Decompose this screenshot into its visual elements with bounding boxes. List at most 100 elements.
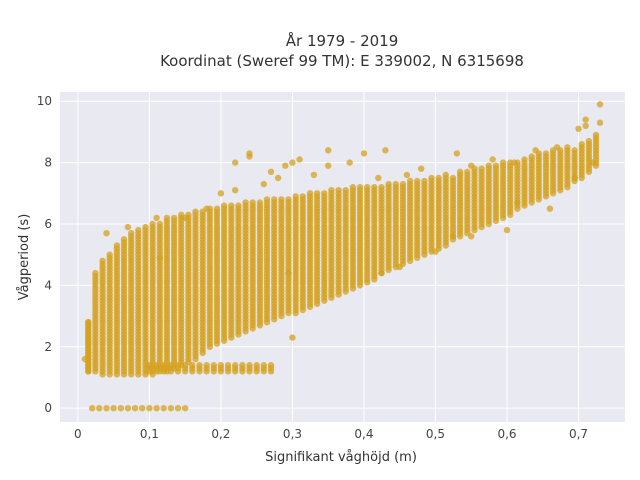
data-point	[564, 144, 571, 151]
data-point-outlier	[296, 156, 303, 163]
data-point	[271, 196, 278, 203]
data-point	[285, 196, 292, 203]
data-point-low	[160, 362, 167, 369]
data-point	[585, 137, 593, 145]
data-point	[356, 184, 364, 191]
chart-title-line-2: Koordinat (Sweref 99 TM): E 339002, N 63…	[160, 52, 524, 70]
y-tick-label: 0	[44, 401, 52, 415]
data-point	[292, 193, 299, 200]
data-point-zero	[117, 405, 125, 412]
y-tick-labels: 0 2 4 6 8 10	[37, 94, 52, 415]
data-point-outlier	[232, 159, 239, 166]
data-point	[392, 180, 399, 188]
data-point	[106, 251, 113, 258]
data-point-outlier	[260, 180, 267, 188]
x-tick-label: 0,4	[354, 427, 373, 441]
data-point	[213, 205, 221, 212]
data-point-outlier	[346, 159, 353, 166]
data-point	[521, 156, 528, 163]
data-point-outlier	[418, 165, 425, 172]
data-point	[542, 150, 550, 157]
data-point	[163, 214, 171, 222]
data-point	[328, 187, 335, 194]
data-point	[220, 202, 228, 209]
data-point-low	[153, 362, 160, 369]
data-point	[335, 187, 342, 194]
data-point	[428, 174, 435, 182]
data-point-outlier	[468, 162, 475, 169]
data-point-outlier	[267, 168, 275, 175]
data-point-outlier	[246, 150, 253, 157]
data-point-outlier	[596, 119, 604, 126]
data-point-outlier	[553, 144, 561, 151]
data-point-outlier	[503, 226, 511, 234]
data-point	[378, 184, 385, 191]
data-point	[421, 177, 428, 185]
data-point-outlier	[589, 159, 596, 166]
data-point-low	[203, 362, 210, 369]
data-point-outlier	[103, 230, 110, 237]
data-point-outlier	[575, 125, 582, 132]
data-point	[406, 177, 414, 185]
data-point	[170, 214, 178, 222]
data-point-outlier	[596, 101, 604, 108]
y-tick-label: 2	[44, 340, 52, 354]
data-point-zero	[146, 405, 153, 412]
data-point	[478, 165, 485, 172]
data-point	[142, 223, 149, 231]
data-point-outlier	[453, 150, 461, 157]
data-point-low	[232, 362, 239, 369]
data-point	[128, 230, 135, 237]
data-point	[528, 153, 535, 160]
y-axis-label: Vågperiod (s)	[17, 214, 32, 301]
data-point	[313, 190, 321, 197]
data-point-zero	[160, 405, 167, 412]
data-point	[120, 236, 128, 243]
x-tick-label: 0	[74, 427, 82, 441]
data-point	[263, 196, 271, 203]
data-point	[92, 269, 99, 277]
data-point	[464, 168, 471, 175]
data-point	[485, 162, 492, 169]
data-point-zero	[153, 405, 160, 412]
data-point-low	[189, 362, 196, 369]
data-point-outlier	[468, 233, 475, 240]
data-point	[249, 199, 256, 206]
data-point-low	[246, 362, 253, 369]
data-point-zero	[182, 405, 189, 412]
data-point-low	[267, 362, 275, 369]
y-tick-label: 6	[44, 217, 52, 231]
data-point-outlier	[282, 162, 289, 169]
data-point-outlier	[153, 214, 160, 222]
data-point-low	[224, 362, 232, 369]
data-point-low	[182, 362, 189, 369]
data-point-outlier	[124, 223, 132, 231]
data-point-outlier	[582, 122, 589, 129]
data-point-low	[210, 362, 217, 369]
data-point-low	[253, 362, 260, 369]
data-point	[228, 202, 235, 209]
y-tick-label: 4	[44, 278, 52, 292]
data-point	[571, 147, 578, 154]
data-point	[135, 226, 142, 234]
data-point-outlier	[382, 147, 389, 154]
data-points	[81, 101, 604, 412]
data-point	[456, 168, 464, 175]
data-point-low	[146, 362, 153, 369]
data-point-low	[260, 362, 267, 369]
data-point	[399, 180, 407, 188]
data-point	[449, 174, 457, 182]
data-point	[306, 190, 314, 197]
y-tick-label: 10	[37, 94, 52, 108]
data-point-outlier	[510, 159, 518, 166]
x-axis-label: Signifikant våghöjd (m)	[265, 450, 417, 465]
x-tick-label: 0,3	[283, 427, 302, 441]
y-tick-label: 8	[44, 156, 52, 170]
data-point	[235, 202, 242, 209]
data-point-outlier	[489, 156, 496, 163]
data-point	[321, 190, 328, 197]
data-point	[99, 257, 106, 264]
data-point	[578, 141, 585, 148]
chart-title-line-1: År 1979 - 2019	[286, 31, 399, 50]
